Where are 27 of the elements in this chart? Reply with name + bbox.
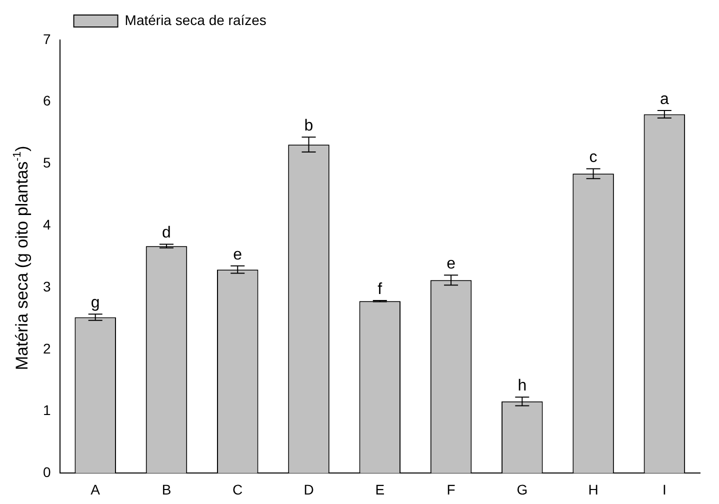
x-tick-label: I — [662, 481, 666, 498]
x-tick-label: D — [304, 481, 314, 498]
annotation: b — [304, 118, 314, 135]
annotation: e — [233, 246, 242, 264]
annotation: c — [589, 149, 598, 166]
y-tick-label: 1 — [42, 402, 51, 418]
annotation: h — [518, 377, 527, 394]
y-tick-label: 2 — [42, 340, 51, 356]
y-tick-label: 6 — [42, 92, 51, 109]
y-tick-label: 7 — [42, 30, 51, 47]
x-tick-label: E — [375, 481, 385, 498]
x-tick-label: H — [588, 481, 598, 498]
x-tick-label: G — [516, 481, 528, 498]
y-tick-label: 0 — [42, 464, 51, 480]
annotation: a — [660, 90, 669, 108]
y-tick-label: 5 — [42, 154, 51, 171]
annotation: e — [446, 256, 456, 273]
annotation: f — [378, 280, 383, 298]
legend-label: Matéria seca de raízes — [124, 12, 266, 28]
x-tick-label: C — [232, 481, 243, 498]
y-tick-label: 3 — [42, 278, 51, 294]
annotation: g — [90, 294, 100, 312]
x-tick-label: F — [446, 481, 456, 498]
x-tick-label: A — [90, 481, 101, 498]
y-tick-label: 4 — [42, 216, 51, 233]
annotation: d — [162, 224, 171, 242]
x-tick-label: B — [162, 481, 172, 498]
